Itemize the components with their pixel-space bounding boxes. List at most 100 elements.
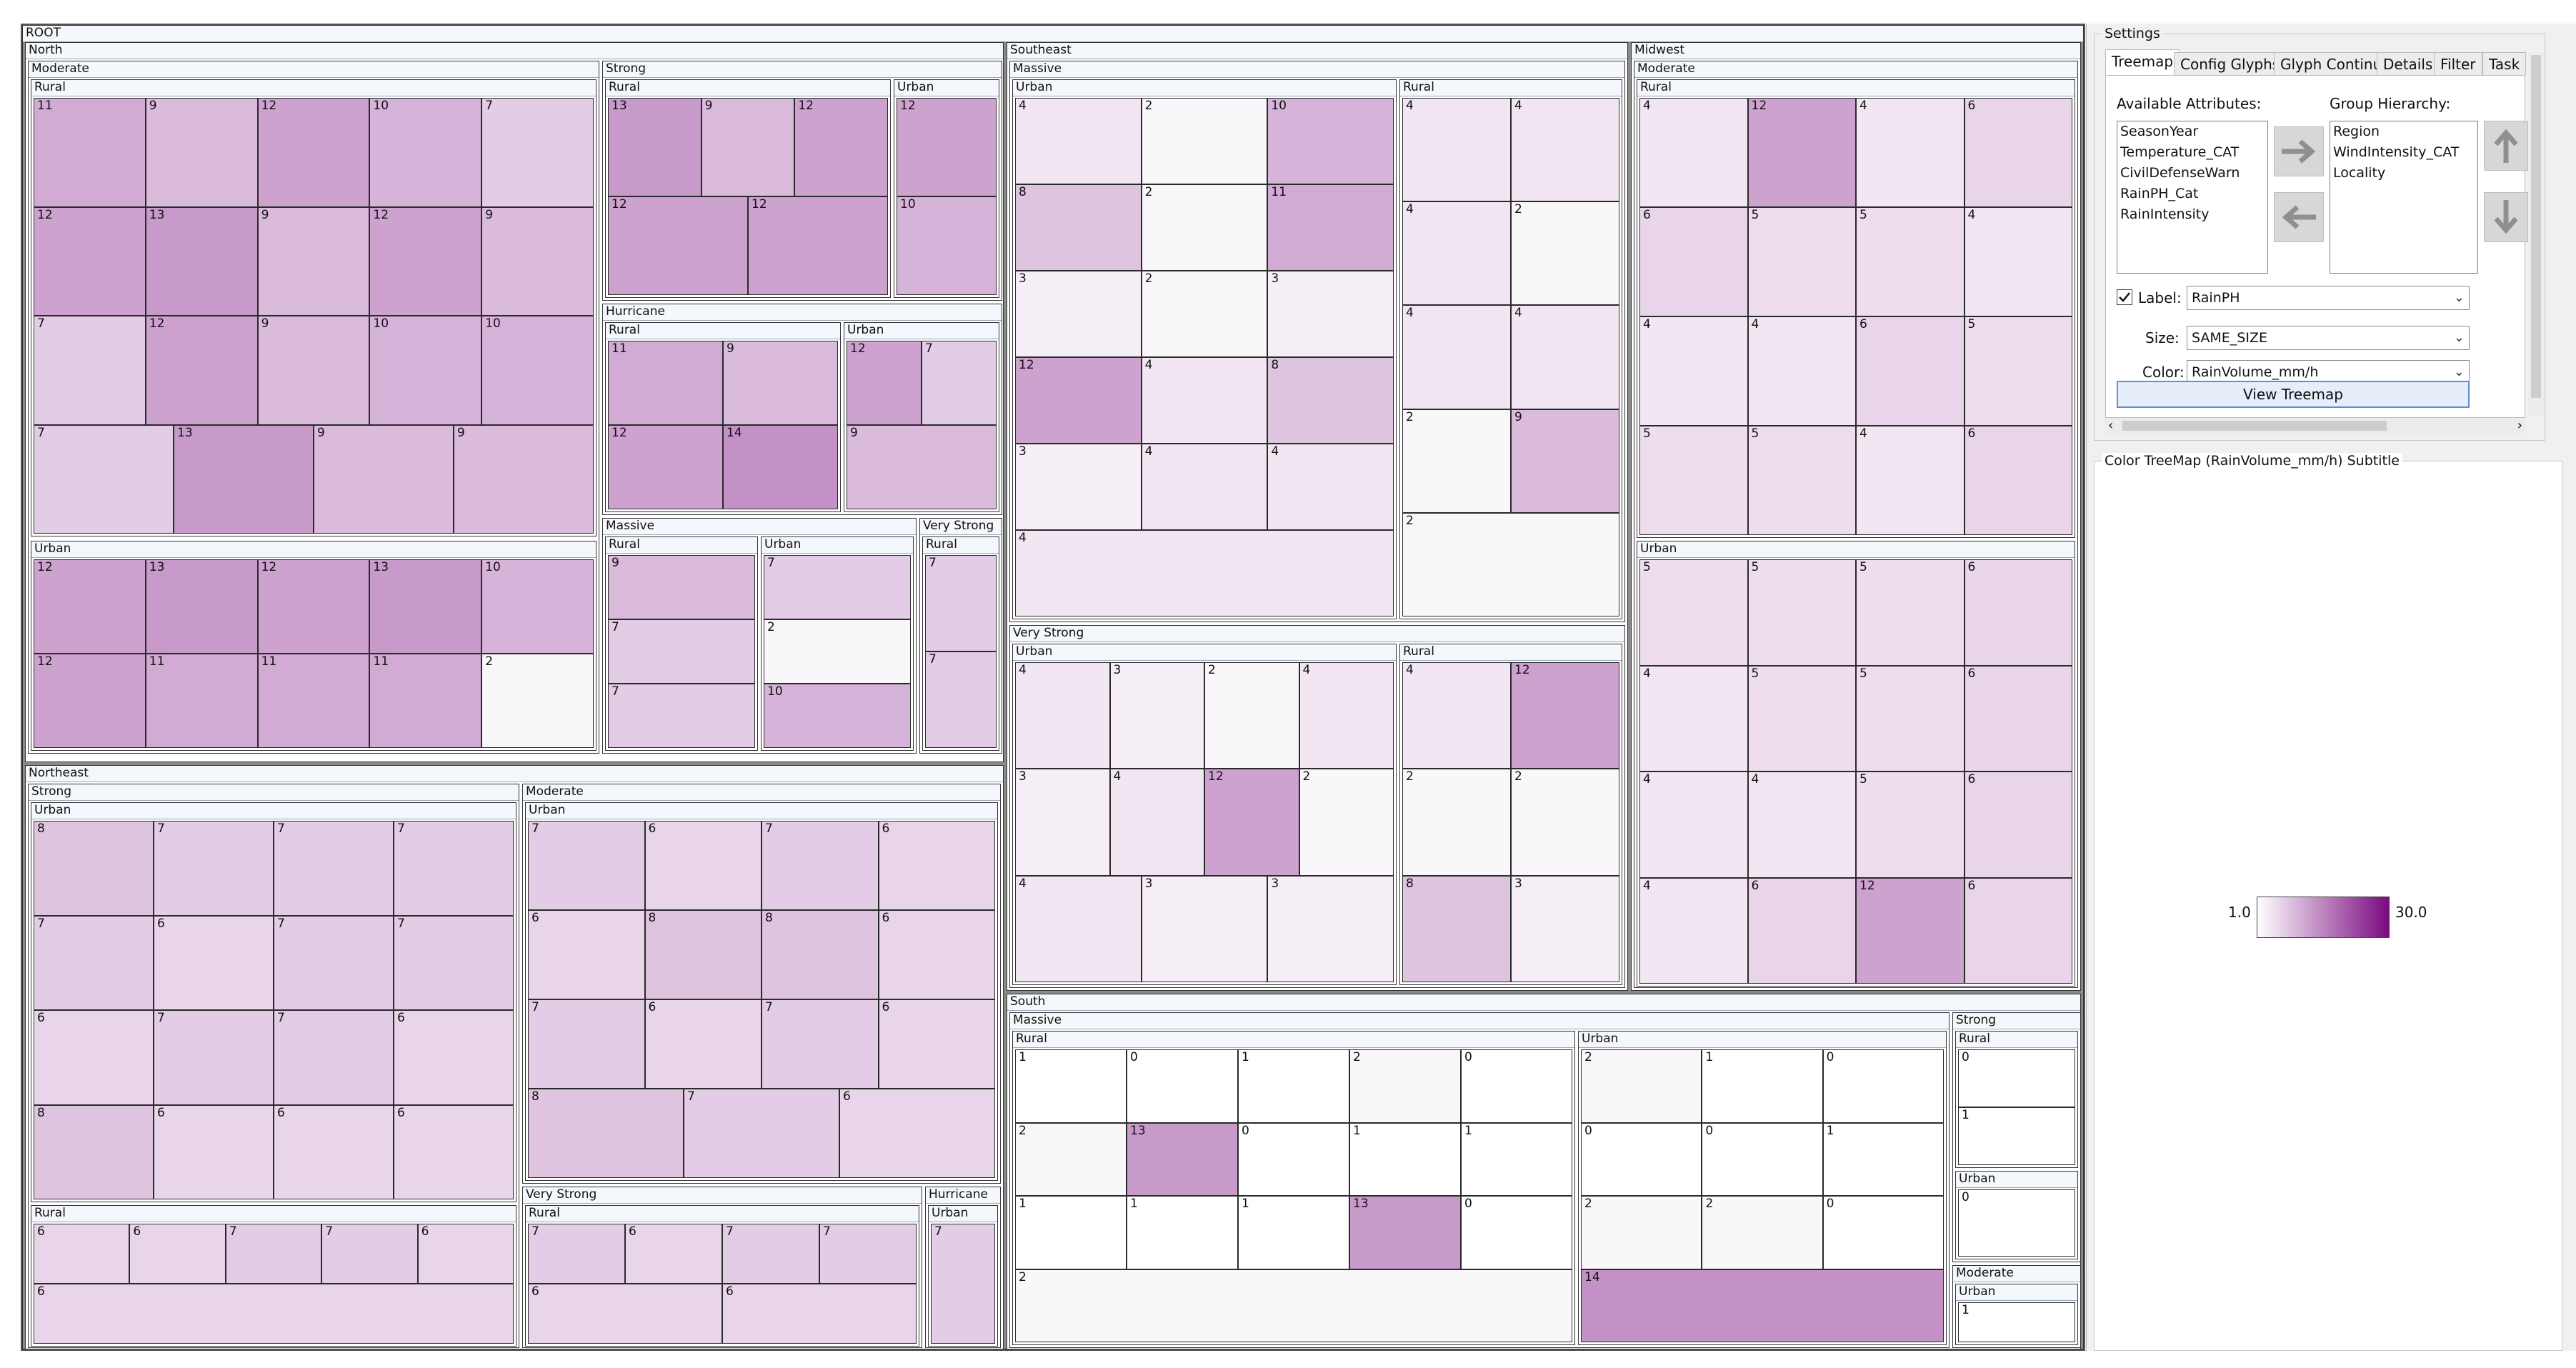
- treemap-cell[interactable]: 0: [1822, 1049, 1944, 1123]
- treemap-cell[interactable]: 10: [481, 316, 594, 425]
- treemap-cell[interactable]: 9: [257, 206, 370, 316]
- scroll-thumb[interactable]: [2531, 55, 2541, 398]
- treemap-cell[interactable]: 4: [1511, 305, 1619, 409]
- treemap-cell[interactable]: 6: [644, 999, 762, 1089]
- treemap-cell[interactable]: 10: [369, 98, 482, 207]
- treemap-cell[interactable]: 3: [1015, 444, 1142, 530]
- tab-filter[interactable]: Filter: [2434, 52, 2482, 75]
- treemap-cell[interactable]: 4: [1856, 98, 1965, 207]
- treemap-cell[interactable]: 13: [174, 424, 314, 534]
- treemap-cell[interactable]: 9: [1511, 409, 1619, 513]
- available-attributes-list[interactable]: SeasonYear Temperature_CAT CivilDefenseW…: [2117, 121, 2268, 274]
- treemap-cell[interactable]: 7: [481, 98, 594, 207]
- hierarchy-item[interactable]: Region: [2333, 124, 2380, 139]
- treemap-cell[interactable]: 0: [1702, 1122, 1823, 1196]
- treemap-cell[interactable]: 7: [684, 1089, 839, 1178]
- treemap-cell[interactable]: 7: [394, 915, 514, 1010]
- treemap-cell[interactable]: 12: [369, 206, 482, 316]
- treemap-cell[interactable]: 4: [1141, 357, 1268, 444]
- treemap-cell[interactable]: 5: [1856, 665, 1965, 772]
- treemap-cell[interactable]: 12: [847, 341, 922, 425]
- available-attribute-item[interactable]: RainPH_Cat: [2120, 186, 2199, 201]
- treemap-cell[interactable]: 4: [1015, 662, 1110, 769]
- treemap-cell[interactable]: 4: [1015, 530, 1394, 616]
- available-attribute-item[interactable]: Temperature_CAT: [2120, 144, 2240, 160]
- treemap-cell[interactable]: 13: [145, 559, 258, 654]
- treemap-cell[interactable]: 8: [34, 821, 154, 916]
- treemap-cell[interactable]: 9: [701, 98, 795, 196]
- treemap-cell[interactable]: 13: [369, 559, 482, 654]
- treemap-cell[interactable]: 12: [257, 559, 370, 654]
- treemap-cell[interactable]: 4: [1109, 769, 1204, 876]
- treemap-cell[interactable]: 6: [34, 1284, 514, 1344]
- treemap-cell[interactable]: 12: [1015, 357, 1142, 444]
- scroll-thumb[interactable]: [2122, 421, 2387, 431]
- treemap-cell[interactable]: 7: [154, 1010, 274, 1105]
- treemap-cell[interactable]: 6: [839, 1089, 995, 1178]
- tab-treemap[interactable]: Treemap: [2105, 49, 2180, 75]
- treemap-cell[interactable]: 7: [819, 1224, 917, 1284]
- treemap-cell[interactable]: 0: [1958, 1189, 2075, 1257]
- treemap-cell[interactable]: 8: [762, 910, 879, 999]
- treemap-cell[interactable]: 6: [528, 910, 645, 999]
- treemap-cell[interactable]: 5: [1747, 426, 1856, 535]
- treemap-cell[interactable]: 11: [369, 654, 482, 748]
- treemap-cell[interactable]: 5: [1639, 426, 1748, 535]
- treemap-cell[interactable]: 11: [34, 98, 146, 207]
- treemap-cell[interactable]: 3: [1511, 875, 1619, 982]
- treemap-cell[interactable]: 10: [481, 559, 594, 654]
- treemap-cell[interactable]: 4: [1747, 316, 1856, 426]
- treemap-cell[interactable]: 8: [1267, 357, 1394, 444]
- treemap-cell[interactable]: 12: [34, 559, 146, 654]
- treemap-cell[interactable]: 13: [145, 206, 258, 316]
- treemap-cell[interactable]: 6: [722, 1284, 917, 1344]
- tab-glyph-continuous[interactable]: Glyph Continuo: [2274, 52, 2397, 75]
- treemap-cell[interactable]: 9: [145, 98, 258, 207]
- treemap-cell[interactable]: 9: [608, 555, 755, 619]
- label-checkbox[interactable]: [2117, 289, 2132, 305]
- treemap-cell[interactable]: 6: [154, 915, 274, 1010]
- treemap-cell[interactable]: 1: [1461, 1122, 1572, 1196]
- available-attribute-item[interactable]: CivilDefenseWarn: [2120, 165, 2240, 181]
- treemap-cell[interactable]: 6: [417, 1224, 514, 1284]
- available-attribute-item[interactable]: RainIntensity: [2120, 206, 2210, 222]
- vertical-scrollbar[interactable]: [2528, 52, 2544, 416]
- treemap-cell[interactable]: 6: [1964, 98, 2072, 207]
- treemap-cell[interactable]: 1: [1958, 1302, 2075, 1342]
- treemap-cell[interactable]: 2: [1581, 1196, 1702, 1269]
- treemap-cell[interactable]: 7: [394, 821, 514, 916]
- label-select[interactable]: RainPH ⌄: [2187, 286, 2470, 310]
- treemap-cell[interactable]: 11: [257, 654, 370, 748]
- treemap-cell[interactable]: 1: [1238, 1049, 1349, 1123]
- treemap-cell[interactable]: 1: [1015, 1196, 1127, 1269]
- treemap-cell[interactable]: 7: [225, 1224, 322, 1284]
- treemap-cell[interactable]: 5: [1964, 316, 2072, 426]
- treemap-cell[interactable]: 2: [1015, 1269, 1572, 1342]
- treemap-cell[interactable]: 1: [1015, 1049, 1127, 1123]
- treemap-cell[interactable]: 6: [1964, 877, 2072, 984]
- treemap-cell[interactable]: 6: [1964, 559, 2072, 666]
- treemap-cell[interactable]: 12: [608, 196, 748, 295]
- treemap-cell[interactable]: 9: [723, 341, 838, 425]
- treemap-cell[interactable]: 2: [1349, 1049, 1461, 1123]
- treemap-cell[interactable]: 6: [129, 1224, 226, 1284]
- treemap-cell[interactable]: 6: [1964, 665, 2072, 772]
- treemap-cell[interactable]: 7: [274, 915, 394, 1010]
- scroll-left-icon[interactable]: ‹: [2108, 418, 2114, 433]
- treemap-cell[interactable]: 4: [1267, 444, 1394, 530]
- treemap-cell[interactable]: 12: [34, 206, 146, 316]
- treemap-cell[interactable]: 1: [1127, 1196, 1238, 1269]
- treemap-cell[interactable]: 14: [723, 425, 838, 509]
- treemap-cell[interactable]: 1: [1349, 1122, 1461, 1196]
- treemap-cell[interactable]: 6: [394, 1010, 514, 1105]
- treemap-cell[interactable]: 0: [1581, 1122, 1702, 1196]
- treemap-cell[interactable]: 12: [608, 425, 723, 509]
- horizontal-scrollbar[interactable]: ‹ ›: [2105, 418, 2525, 434]
- treemap-cell[interactable]: 8: [528, 1089, 684, 1178]
- tab-task[interactable]: Task: [2482, 52, 2527, 75]
- treemap-cell[interactable]: 2: [764, 619, 911, 684]
- treemap-cell[interactable]: 12: [1204, 769, 1299, 876]
- treemap-cell[interactable]: 2: [1141, 98, 1268, 184]
- treemap-cell[interactable]: 4: [1402, 201, 1511, 306]
- treemap-cell[interactable]: 2: [1702, 1196, 1823, 1269]
